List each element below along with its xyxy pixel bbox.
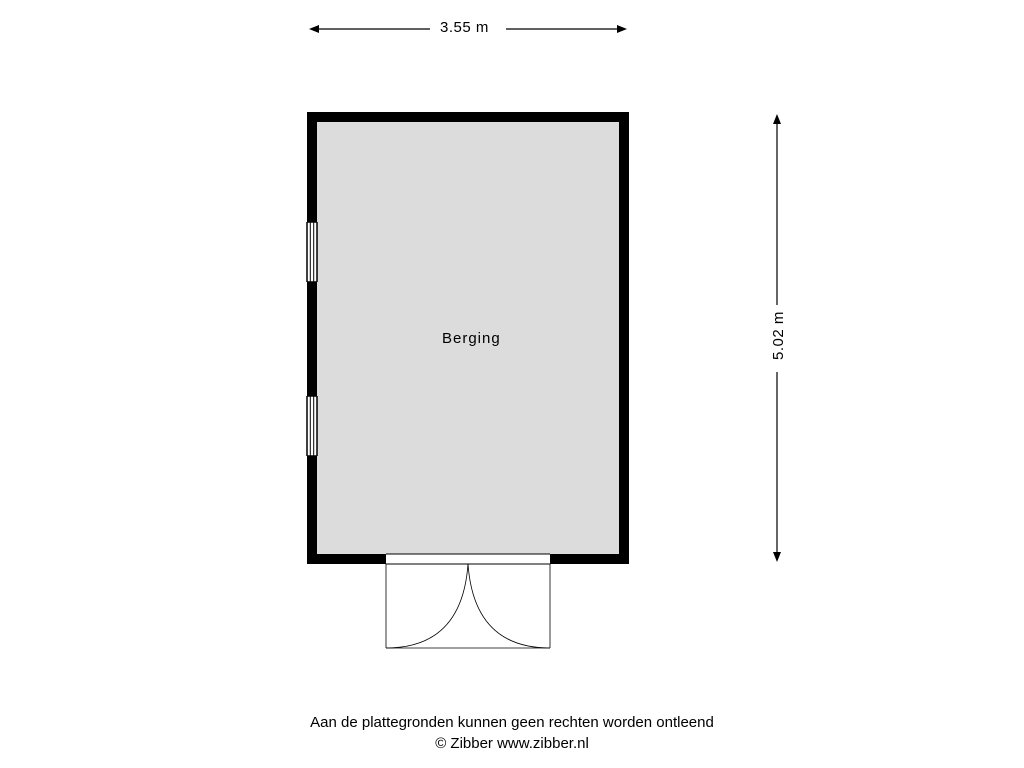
floorplan-svg — [0, 0, 1024, 768]
footer-line2: © Zibber www.zibber.nl — [435, 735, 589, 752]
dimension-width-label: 3.55 m — [440, 19, 489, 36]
room-label: Berging — [442, 330, 501, 347]
footer-text: Aan de plattegronden kunnen geen rechten… — [0, 712, 1024, 754]
dimension-height-label: 5.02 m — [770, 311, 787, 360]
floorplan-canvas: 3.55 m 5.02 m Berging Aan de plattegrond… — [0, 0, 1024, 768]
footer-line1: Aan de plattegronden kunnen geen rechten… — [310, 714, 714, 731]
